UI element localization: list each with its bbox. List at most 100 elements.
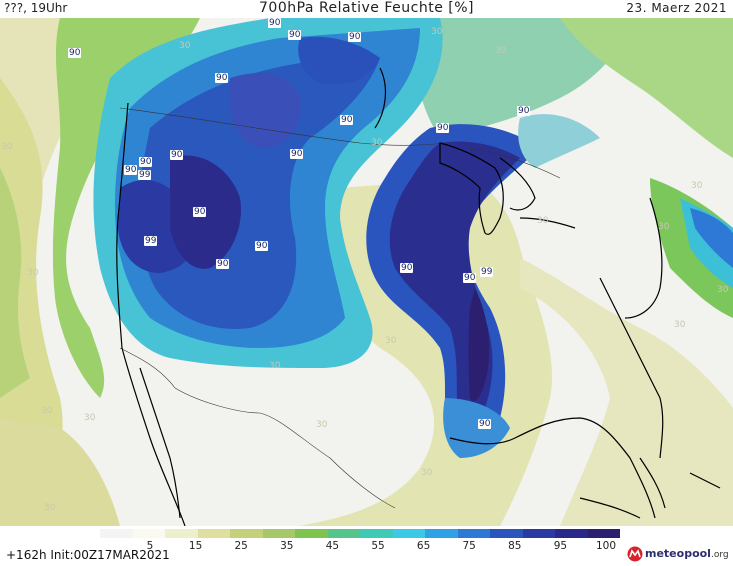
great-lakes-border (469, 147, 561, 179)
color-scale-swatch (230, 529, 263, 538)
lake-winnipeg (374, 67, 386, 129)
init-time-label: +162h Init:00Z17MAR2021 (6, 548, 170, 562)
gulf-coast (449, 417, 656, 519)
northeast-coast (624, 197, 663, 319)
contour-label-90: 90 (124, 165, 138, 175)
contour-label-30: 30 (371, 138, 383, 148)
meteopool-logo-text: meteopool.org (645, 547, 729, 560)
map-footer: 5 15 25 35 45 55 65 75 85 95 100 +162h Init:00Z17M… (0, 526, 733, 566)
color-scale-swatch (425, 529, 458, 538)
contour-label-30: 30 (41, 406, 53, 416)
contour-label-30: 30 (44, 503, 56, 513)
east-core (468, 288, 490, 402)
contour-label-90: 90 (290, 149, 304, 159)
color-scale-tick-label: 35 (280, 540, 294, 552)
color-scale-swatch (587, 529, 620, 538)
north-blue-patch (229, 73, 301, 148)
color-scale-swatch (165, 529, 198, 538)
contour-label-90: 90 (170, 150, 184, 160)
contour-label-90: 90 (255, 241, 269, 251)
us-mexico-border (119, 347, 396, 509)
lakes-cyan-patch (518, 114, 600, 168)
contour-label-90: 90 (463, 273, 477, 283)
contour-label-30: 30 (674, 320, 686, 330)
color-scale-tick-label: 95 (553, 540, 568, 552)
color-scale-tick-label: 55 (371, 540, 385, 552)
lake-huron (499, 157, 536, 211)
contour-label-30: 30 (691, 181, 703, 191)
atlantic-coast (599, 277, 664, 459)
contour-label-99: 99 (144, 236, 158, 246)
color-scale-tick-label: 100 (595, 540, 617, 552)
map-title: 700hPa Relative Feuchte [%] (259, 0, 474, 16)
florida-coast (639, 457, 666, 509)
contour-label-30: 30 (431, 27, 443, 37)
contour-label-30: 30 (717, 285, 729, 295)
political-boundaries (119, 107, 561, 509)
pacific-moist-band (0, 78, 63, 526)
southeast-tan-band (520, 258, 733, 526)
color-scale-tick-label: 65 (416, 540, 431, 552)
contour-label-99: 99 (480, 267, 494, 277)
contour-label-90: 90 (288, 30, 302, 40)
color-scale-swatch (327, 529, 360, 538)
contour-label-30: 30 (269, 361, 281, 371)
color-scale-swatch (522, 529, 555, 538)
lake-erie (519, 217, 576, 229)
contour-label-30: 30 (179, 41, 191, 51)
color-scale-swatch (490, 529, 523, 538)
contour-label-30: 30 (421, 468, 433, 478)
us-canada-border (119, 107, 446, 146)
color-scale-tick-label: 15 (188, 540, 203, 552)
humidity-field (0, 18, 733, 526)
contour-label-90: 90 (517, 106, 531, 116)
contour-label-30: 30 (385, 336, 397, 346)
contour-label-90: 90 (436, 123, 450, 133)
contour-label-30: 30 (658, 222, 670, 232)
contour-label-90: 90 (478, 419, 492, 429)
baja-coast (139, 367, 181, 519)
humidity-map: 90 90 90 90 90 90 90 90 90 90 90 90 90 9… (0, 18, 733, 526)
color-scale-tick-label: 45 (325, 540, 340, 552)
contour-label-30: 30 (27, 268, 39, 278)
forecast-date: 23. Maerz 2021 (626, 1, 727, 15)
contour-label-30: 30 (1, 142, 13, 152)
pacific-green-band (0, 168, 30, 398)
contour-label-30: 30 (84, 413, 96, 423)
contour-label-99: 99 (138, 170, 152, 180)
color-scale-tick-label: 85 (508, 540, 522, 552)
color-scale-swatch (555, 529, 588, 538)
cuba-coast (579, 497, 641, 519)
atlantic-blue-zone (690, 208, 733, 268)
color-scale-swatch (100, 529, 133, 538)
contour-label-90: 90 (268, 18, 282, 28)
color-scale-swatch (360, 529, 393, 538)
contour-label-90: 90 (139, 157, 153, 167)
color-scale-swatch (392, 529, 425, 538)
contour-label-30: 30 (537, 216, 549, 226)
contour-label-30: 30 (495, 46, 507, 56)
west-green-zone (52, 18, 201, 398)
color-scale-swatch (295, 529, 328, 538)
meteopool-logo[interactable]: meteopool.org (627, 546, 731, 564)
color-scale-swatch (197, 529, 230, 538)
color-scale-tick-label: 5 (146, 540, 154, 552)
us-west-coast (116, 102, 186, 526)
color-scale-swatch (262, 529, 295, 538)
mexico-pacific-band (0, 418, 120, 526)
island-coast (689, 472, 721, 489)
color-scale-ticks: 5 15 25 35 45 55 65 75 85 95 100 (0, 540, 733, 554)
contour-label-90: 90 (216, 259, 230, 269)
contour-label-90: 90 (215, 73, 229, 83)
meteopool-logo-icon (627, 546, 643, 562)
contour-label-30: 30 (316, 420, 328, 430)
contour-label-90: 90 (340, 115, 354, 125)
contour-label-90: 90 (348, 32, 362, 42)
color-scale-tick-label: 75 (462, 540, 476, 552)
lake-michigan (439, 142, 504, 235)
northeast-green-zone (560, 18, 733, 158)
contour-label-90: 90 (400, 263, 414, 273)
north-green-zone (416, 18, 640, 138)
map-header: ???, 19Uhr 700hPa Relative Feuchte [%] 2… (0, 0, 733, 18)
color-scale-swatch (132, 529, 165, 538)
